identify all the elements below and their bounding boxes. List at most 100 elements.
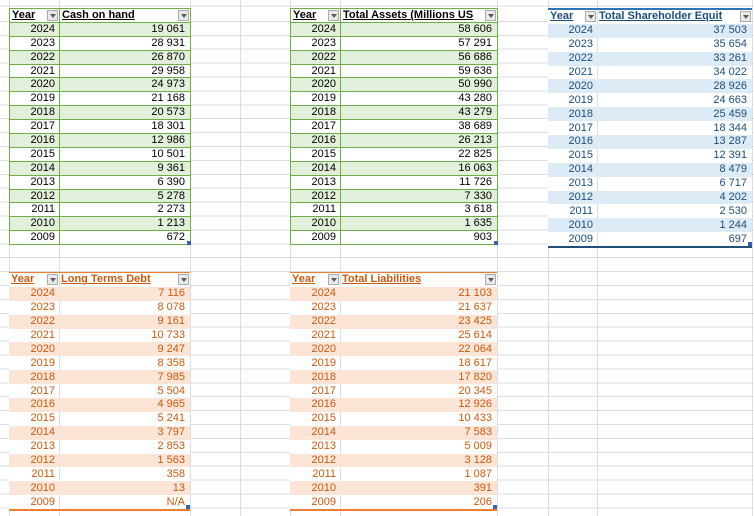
value-cell[interactable]: 59 636 — [341, 64, 498, 78]
value-cell[interactable]: 21 637 — [458, 301, 492, 314]
value-cell[interactable]: 20 345 — [458, 384, 492, 397]
year-cell[interactable]: 2016 — [311, 398, 336, 411]
value-cell[interactable]: 20 573 — [60, 106, 191, 120]
year-cell[interactable]: 2017 — [291, 120, 341, 134]
year-cell[interactable]: 2018 — [10, 106, 60, 120]
year-cell[interactable]: 2009 — [291, 231, 341, 245]
value-cell[interactable]: 2 273 — [60, 203, 191, 217]
value-cell[interactable]: 34 022 — [713, 66, 747, 78]
year-cell[interactable]: 2018 — [311, 370, 336, 383]
year-cell[interactable]: 2010 — [311, 481, 336, 494]
value-cell[interactable]: 24 973 — [60, 78, 191, 92]
year-cell[interactable]: 2021 — [311, 329, 336, 341]
year-header-cell[interactable]: Year — [10, 9, 60, 22]
value-cell[interactable]: 7 583 — [464, 426, 492, 439]
value-cell[interactable]: 18 344 — [713, 121, 747, 134]
value-cell[interactable]: 21 103 — [458, 287, 492, 300]
table-resize-handle[interactable] — [748, 242, 752, 247]
year-cell[interactable]: 2015 — [30, 412, 55, 425]
value-cell[interactable]: 22 825 — [341, 147, 498, 161]
value-header-cell[interactable]: Total Shareholder Equit — [597, 10, 752, 24]
filter-dropdown-button[interactable] — [485, 274, 496, 285]
value-header-cell[interactable]: Long Terms Debt — [59, 273, 190, 287]
year-cell[interactable]: 2018 — [291, 106, 341, 120]
value-cell[interactable]: 5 009 — [464, 440, 492, 453]
value-cell[interactable]: 21 168 — [60, 92, 191, 106]
year-cell[interactable]: 2014 — [311, 426, 336, 439]
year-cell[interactable]: 2021 — [10, 64, 60, 78]
value-cell[interactable]: 12 391 — [713, 149, 747, 162]
year-cell[interactable]: 2017 — [311, 384, 336, 397]
year-cell[interactable]: 2023 — [291, 36, 341, 50]
value-cell[interactable]: N/A — [166, 495, 185, 508]
year-cell[interactable]: 2011 — [291, 203, 341, 217]
value-cell[interactable]: 5 504 — [157, 384, 185, 397]
value-cell[interactable]: 12 986 — [60, 134, 191, 147]
value-cell[interactable]: 6 390 — [60, 175, 191, 189]
value-cell[interactable]: 391 — [473, 481, 492, 494]
year-cell[interactable]: 2010 — [568, 218, 593, 231]
value-cell[interactable]: 58 606 — [341, 22, 498, 36]
value-cell[interactable]: 7 330 — [341, 189, 498, 203]
year-cell[interactable]: 2024 — [568, 24, 593, 37]
year-cell[interactable]: 2015 — [291, 147, 341, 161]
value-cell[interactable]: 903 — [341, 231, 498, 245]
value-cell[interactable]: 2 853 — [157, 440, 185, 453]
year-cell[interactable]: 2016 — [568, 135, 593, 148]
value-cell[interactable]: 33 261 — [713, 52, 747, 65]
year-cell[interactable]: 2023 — [10, 36, 60, 50]
value-cell[interactable]: 9 361 — [60, 161, 191, 175]
value-cell[interactable]: 19 061 — [60, 22, 191, 36]
year-cell[interactable]: 2014 — [30, 426, 55, 439]
value-cell[interactable]: 28 931 — [60, 36, 191, 50]
value-header-cell[interactable]: Total Liabilities — [340, 273, 497, 287]
value-header-cell[interactable]: Total Assets (Millions US — [341, 9, 498, 22]
year-cell[interactable]: 2011 — [312, 467, 336, 480]
filter-dropdown-button[interactable] — [328, 10, 339, 21]
year-cell[interactable]: 2022 — [10, 50, 60, 64]
value-cell[interactable]: 672 — [60, 231, 191, 245]
year-header-cell[interactable]: Year — [548, 10, 597, 24]
value-cell[interactable]: 1 635 — [341, 217, 498, 231]
year-cell[interactable]: 2014 — [10, 161, 60, 175]
year-cell[interactable]: 2016 — [30, 398, 55, 411]
year-cell[interactable]: 2015 — [10, 147, 60, 161]
year-cell[interactable]: 2013 — [10, 175, 60, 189]
year-cell[interactable]: 2014 — [568, 163, 593, 176]
table-resize-handle[interactable] — [493, 505, 497, 510]
value-cell[interactable]: 5 278 — [60, 189, 191, 203]
year-cell[interactable]: 2009 — [10, 231, 60, 245]
year-cell[interactable]: 2017 — [568, 121, 593, 134]
value-cell[interactable]: 13 287 — [713, 135, 747, 148]
value-cell[interactable]: 26 213 — [341, 134, 498, 147]
year-cell[interactable]: 2013 — [291, 175, 341, 189]
year-cell[interactable]: 2019 — [311, 356, 336, 369]
value-cell[interactable]: 18 617 — [458, 356, 492, 369]
filter-dropdown-button[interactable] — [47, 10, 58, 21]
filter-dropdown-button[interactable] — [178, 10, 189, 21]
year-cell[interactable]: 2011 — [569, 204, 593, 217]
year-cell[interactable]: 2019 — [568, 93, 593, 106]
table-resize-handle[interactable] — [186, 505, 190, 510]
value-cell[interactable]: 358 — [166, 467, 185, 480]
value-cell[interactable]: 25 614 — [458, 329, 492, 341]
value-cell[interactable]: 206 — [473, 495, 492, 508]
year-cell[interactable]: 2018 — [30, 370, 55, 383]
value-cell[interactable]: 7 985 — [157, 370, 185, 383]
value-cell[interactable]: 1 213 — [60, 217, 191, 231]
value-cell[interactable]: 18 301 — [60, 120, 191, 134]
value-cell[interactable]: 23 425 — [458, 315, 492, 328]
year-cell[interactable]: 2024 — [311, 287, 336, 300]
value-cell[interactable]: 9 247 — [157, 342, 185, 355]
filter-dropdown-button[interactable] — [485, 10, 496, 21]
value-cell[interactable]: 28 926 — [713, 79, 747, 92]
value-cell[interactable]: 13 — [172, 481, 185, 494]
year-cell[interactable]: 2012 — [291, 189, 341, 203]
year-cell[interactable]: 2009 — [30, 495, 55, 508]
value-cell[interactable]: 56 686 — [341, 50, 498, 64]
value-cell[interactable]: 5 241 — [157, 412, 185, 425]
value-cell[interactable]: 38 689 — [341, 120, 498, 134]
year-cell[interactable]: 2017 — [10, 120, 60, 134]
value-cell[interactable]: 7 116 — [158, 287, 185, 300]
value-cell[interactable]: 8 078 — [157, 301, 185, 314]
